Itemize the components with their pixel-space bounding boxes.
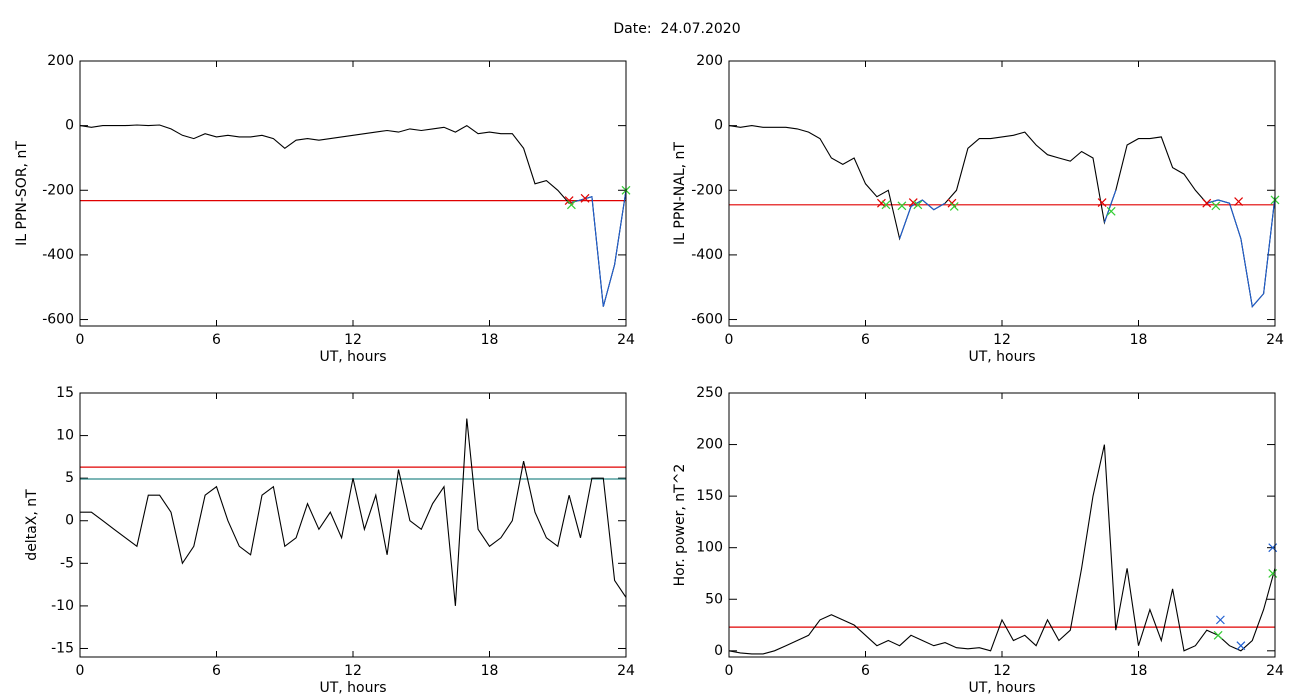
marker-stroke xyxy=(897,201,907,211)
event-marker xyxy=(580,193,590,203)
y-tick-label: 5 xyxy=(65,470,74,486)
x-tick-label: 18 xyxy=(481,663,499,679)
x-tick-label: 12 xyxy=(344,663,362,679)
x-tick-label: 6 xyxy=(212,663,221,679)
y-tick-label: 0 xyxy=(65,513,74,529)
x-axis-label: UT, hours xyxy=(968,680,1035,696)
event-marker xyxy=(1106,206,1116,216)
y-tick-label: -15 xyxy=(51,640,74,656)
y-axis-label: IL PPN-SOR, nT xyxy=(14,141,30,246)
event-marker xyxy=(913,200,923,210)
event-marker xyxy=(897,201,907,211)
event-marker xyxy=(1097,198,1107,207)
y-tick-label: 250 xyxy=(696,385,723,401)
marker-stroke xyxy=(913,200,923,210)
y-tick-label: 150 xyxy=(696,488,723,504)
x-tick-label: 6 xyxy=(212,332,221,348)
marker-stroke xyxy=(1202,198,1212,208)
y-axis-label: IL PPN-NAL, nT xyxy=(672,142,688,245)
data-line xyxy=(728,125,1276,308)
x-tick-label: 24 xyxy=(617,663,635,679)
marker-stroke xyxy=(947,198,957,208)
y-tick-label: -400 xyxy=(691,247,723,263)
x-tick-label: 24 xyxy=(1266,663,1284,679)
x-tick-label: 12 xyxy=(344,332,362,348)
x-tick-label: 24 xyxy=(1266,332,1284,348)
marker-stroke xyxy=(580,193,590,203)
marker-stroke xyxy=(1213,630,1223,640)
y-tick-label: 200 xyxy=(696,437,723,453)
event-marker xyxy=(908,198,918,207)
plot-frame xyxy=(79,60,627,327)
data-line xyxy=(568,190,627,307)
x-tick-label: 0 xyxy=(725,332,734,348)
marker-stroke xyxy=(1097,198,1107,207)
event-marker xyxy=(881,200,891,210)
y-tick-label: -600 xyxy=(42,312,74,328)
x-tick-label: 0 xyxy=(76,332,85,348)
x-axis-label: UT, hours xyxy=(319,680,386,696)
y-tick-label: 0 xyxy=(714,118,723,134)
event-marker xyxy=(564,196,574,206)
event-marker xyxy=(1215,615,1225,625)
y-tick-label: -400 xyxy=(42,247,74,263)
y-tick-label: -10 xyxy=(51,598,74,614)
marker-stroke xyxy=(1234,197,1244,207)
x-tick-label: 18 xyxy=(481,332,499,348)
marker-stroke xyxy=(1106,206,1116,216)
x-tick-label: 18 xyxy=(1130,663,1148,679)
x-tick-label: 0 xyxy=(76,663,85,679)
marker-stroke xyxy=(908,198,918,207)
marker-stroke xyxy=(881,200,891,210)
x-tick-label: 24 xyxy=(617,332,635,348)
y-tick-label: 200 xyxy=(47,53,74,69)
event-marker xyxy=(1236,641,1246,651)
event-marker xyxy=(1211,201,1221,211)
marker-stroke xyxy=(949,202,959,211)
event-marker xyxy=(1234,197,1244,207)
x-tick-label: 6 xyxy=(861,332,870,348)
plot-frame xyxy=(79,392,627,658)
y-tick-label: 0 xyxy=(714,643,723,659)
y-axis-label: Hor. power, nT^2 xyxy=(672,464,688,587)
y-tick-label: 50 xyxy=(705,591,723,607)
x-tick-label: 6 xyxy=(861,663,870,679)
x-tick-label: 12 xyxy=(993,663,1011,679)
data-line xyxy=(79,124,627,307)
x-axis-label: UT, hours xyxy=(319,349,386,365)
figure-title: Date: 24.07.2020 xyxy=(613,21,740,37)
plot-frame xyxy=(728,392,1276,658)
y-tick-label: -600 xyxy=(691,312,723,328)
y-tick-label: -5 xyxy=(60,555,74,571)
y-tick-label: 200 xyxy=(696,53,723,69)
y-tick-label: -200 xyxy=(691,182,723,198)
data-line xyxy=(728,444,1276,655)
data-line xyxy=(80,418,627,606)
y-tick-label: 0 xyxy=(65,118,74,134)
data-line xyxy=(899,190,1276,308)
y-tick-label: 15 xyxy=(56,385,74,401)
event-marker xyxy=(949,202,959,211)
event-marker xyxy=(1213,630,1223,640)
marker-stroke xyxy=(877,198,886,208)
marker-stroke xyxy=(1211,201,1221,211)
x-tick-label: 0 xyxy=(725,663,734,679)
event-marker xyxy=(566,200,576,210)
marker-stroke xyxy=(1236,641,1246,651)
x-axis-label: UT, hours xyxy=(968,349,1035,365)
x-tick-label: 12 xyxy=(993,332,1011,348)
event-marker xyxy=(1202,198,1212,208)
marker-stroke xyxy=(1215,615,1225,625)
y-axis-label: deltaX, nT xyxy=(24,489,40,561)
marker-stroke xyxy=(566,200,576,210)
y-tick-label: -200 xyxy=(42,182,74,198)
y-tick-label: 100 xyxy=(696,540,723,556)
y-tick-label: 10 xyxy=(56,428,74,444)
x-tick-label: 18 xyxy=(1130,332,1148,348)
plot-frame xyxy=(728,60,1276,327)
marker-stroke xyxy=(564,196,574,206)
